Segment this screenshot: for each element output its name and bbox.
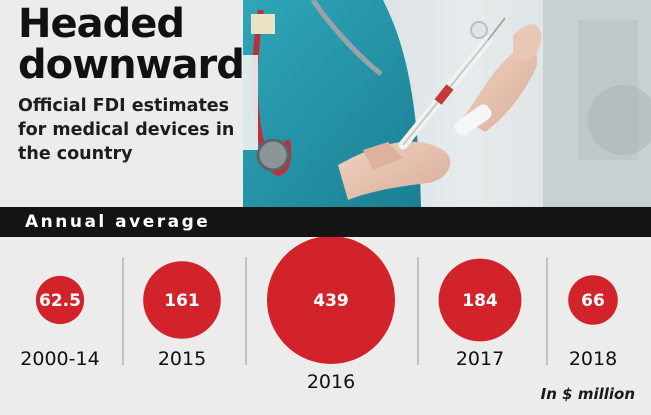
header-section: Headed downward Official FDI estimates f… xyxy=(18,0,651,207)
subtitle: Official FDI estimates for medical devic… xyxy=(18,96,235,164)
value-label: 66 xyxy=(581,291,605,311)
category-label: 2018 xyxy=(569,348,617,370)
fdi-bubble-chart: 62.5 2000-14 161 2015 439 2016 184 2017 66 2018 xyxy=(20,237,618,393)
category-label: 2016 xyxy=(307,371,355,393)
value-label: 184 xyxy=(462,291,498,311)
category-label: 2017 xyxy=(456,348,504,370)
value-bubble xyxy=(267,237,395,364)
value-label: 439 xyxy=(313,291,349,311)
annual-average-band: Annual average xyxy=(0,207,651,237)
value-bubble xyxy=(438,258,522,342)
nurse-syringe-photo xyxy=(243,0,651,207)
category-label: 2015 xyxy=(158,348,206,370)
category-label: 2000-14 xyxy=(20,348,99,370)
value-label: 62.5 xyxy=(39,291,81,311)
headline: Headed downward xyxy=(18,1,245,88)
value-label: 161 xyxy=(164,291,200,311)
unit-note: In $ million xyxy=(540,385,635,403)
value-bubble xyxy=(35,275,85,325)
value-bubble xyxy=(143,261,221,339)
band-label: Annual average xyxy=(25,212,211,232)
value-bubble xyxy=(568,275,618,325)
